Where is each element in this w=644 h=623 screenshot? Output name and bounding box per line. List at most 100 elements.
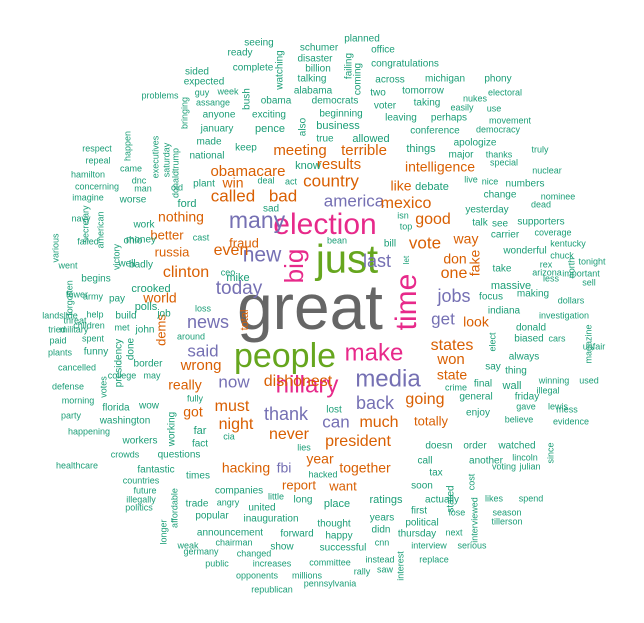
word-stated: stated: [446, 485, 457, 512]
word-obama: obama: [261, 96, 292, 107]
word-fake: fake: [467, 250, 483, 277]
word-forgotten: forgotten: [64, 280, 74, 316]
word-crooked: crooked: [131, 283, 170, 295]
word-clinton: clinton: [163, 264, 209, 281]
word-indiana: indiana: [488, 306, 521, 317]
word-political: political: [405, 518, 438, 529]
word-army: army: [83, 291, 103, 301]
word-place: place: [324, 498, 350, 510]
word-cnn: cnn: [375, 537, 390, 547]
word-meeting: meeting: [273, 142, 326, 159]
word-report: report: [282, 477, 316, 492]
word-sided: sided: [185, 67, 209, 78]
word-illegally: illegally: [126, 494, 156, 504]
word-soon: soon: [411, 481, 433, 492]
word-assange: assange: [196, 97, 230, 107]
word-pay: pay: [109, 294, 125, 305]
word-totally: totally: [414, 413, 448, 428]
word-perhaps: perhaps: [431, 113, 467, 124]
word-world: world: [142, 290, 176, 306]
word-build: build: [115, 311, 136, 322]
word-watching: watching: [275, 50, 286, 90]
word-now: now: [218, 372, 250, 391]
word-defense: defense: [52, 381, 84, 391]
word-lies: lies: [297, 442, 311, 452]
word-various: various: [50, 233, 60, 263]
word-instead: instead: [365, 554, 394, 564]
word-failed: failed: [77, 236, 99, 246]
word-bill: bill: [384, 239, 396, 250]
word-fbi: fbi: [277, 460, 292, 476]
word-tried: tried: [48, 324, 66, 334]
word-thank: thank: [264, 404, 309, 424]
word-threat: threat: [63, 315, 87, 325]
word-alabama: alabama: [294, 86, 333, 97]
word-victory: victory: [111, 244, 121, 271]
word-america: america: [324, 191, 385, 210]
word-questions: questions: [158, 450, 201, 461]
word-state: state: [437, 367, 468, 383]
word-get: get: [431, 309, 455, 328]
word-crowds: crowds: [111, 449, 140, 459]
word-truly: truly: [531, 144, 549, 154]
word-must: must: [215, 398, 250, 415]
word-two: two: [370, 88, 386, 99]
word-cost: cost: [466, 473, 476, 490]
word-michigan: michigan: [425, 74, 465, 85]
word-concerning: concerning: [75, 181, 119, 191]
word-act: act: [285, 176, 298, 186]
word-college: college: [108, 370, 137, 380]
word-billion: billion: [305, 64, 331, 75]
word-dishonest: dishonest: [264, 373, 333, 390]
word-movement: movement: [489, 115, 532, 125]
word-supporters: supporters: [517, 217, 564, 228]
word-rex: rex: [540, 259, 553, 269]
word-schumer: schumer: [300, 43, 339, 54]
word-anyone: anyone: [203, 110, 236, 121]
word-mexico: mexico: [381, 195, 432, 212]
word-announcement: announcement: [197, 528, 263, 539]
word-rally: rally: [354, 566, 371, 576]
word-nuclear: nuclear: [532, 165, 562, 175]
word-work: work: [132, 220, 155, 231]
word-isn: isn: [397, 210, 409, 220]
word-year: year: [306, 451, 334, 467]
word-complete: complete: [233, 63, 274, 74]
word-respect: respect: [82, 143, 112, 153]
word-season: season: [492, 507, 521, 517]
word-win: win: [221, 175, 243, 191]
word-mike: mike: [226, 272, 249, 284]
word-also: also: [298, 117, 309, 136]
word-border: border: [134, 359, 164, 370]
word-unfair: unfair: [583, 341, 606, 351]
word-votes: votes: [98, 376, 108, 398]
word-called: called: [211, 186, 255, 205]
word-last: last: [363, 251, 391, 271]
word-bush: bush: [242, 88, 253, 110]
word-exciting: exciting: [252, 110, 286, 121]
word-results: results: [317, 156, 361, 173]
word-congratulations: congratulations: [371, 59, 439, 70]
word-media: media: [355, 365, 421, 392]
word-tonight: tonight: [578, 256, 606, 266]
word-chairman: chairman: [215, 537, 252, 547]
word-nukes: nukes: [463, 93, 488, 103]
word-terrible: terrible: [341, 142, 387, 159]
word-american: american: [95, 211, 105, 248]
word-bad: bad: [269, 186, 297, 205]
word-funny: funny: [84, 347, 108, 358]
word-imagine: imagine: [72, 192, 104, 202]
word-nominee: nominee: [541, 191, 576, 201]
word-changed: changed: [237, 548, 272, 558]
word-great: great: [237, 271, 383, 343]
word-watched: watched: [497, 441, 535, 452]
word-happy: happy: [325, 531, 352, 542]
word-germany: germany: [183, 546, 219, 556]
word-order: order: [463, 441, 487, 452]
word-bean: bean: [327, 235, 347, 245]
word-people: people: [234, 337, 336, 375]
word-beginning: beginning: [319, 109, 362, 120]
word-democracy: democracy: [476, 124, 521, 134]
word-disaster: disaster: [297, 54, 333, 65]
word-millions: millions: [292, 570, 323, 580]
